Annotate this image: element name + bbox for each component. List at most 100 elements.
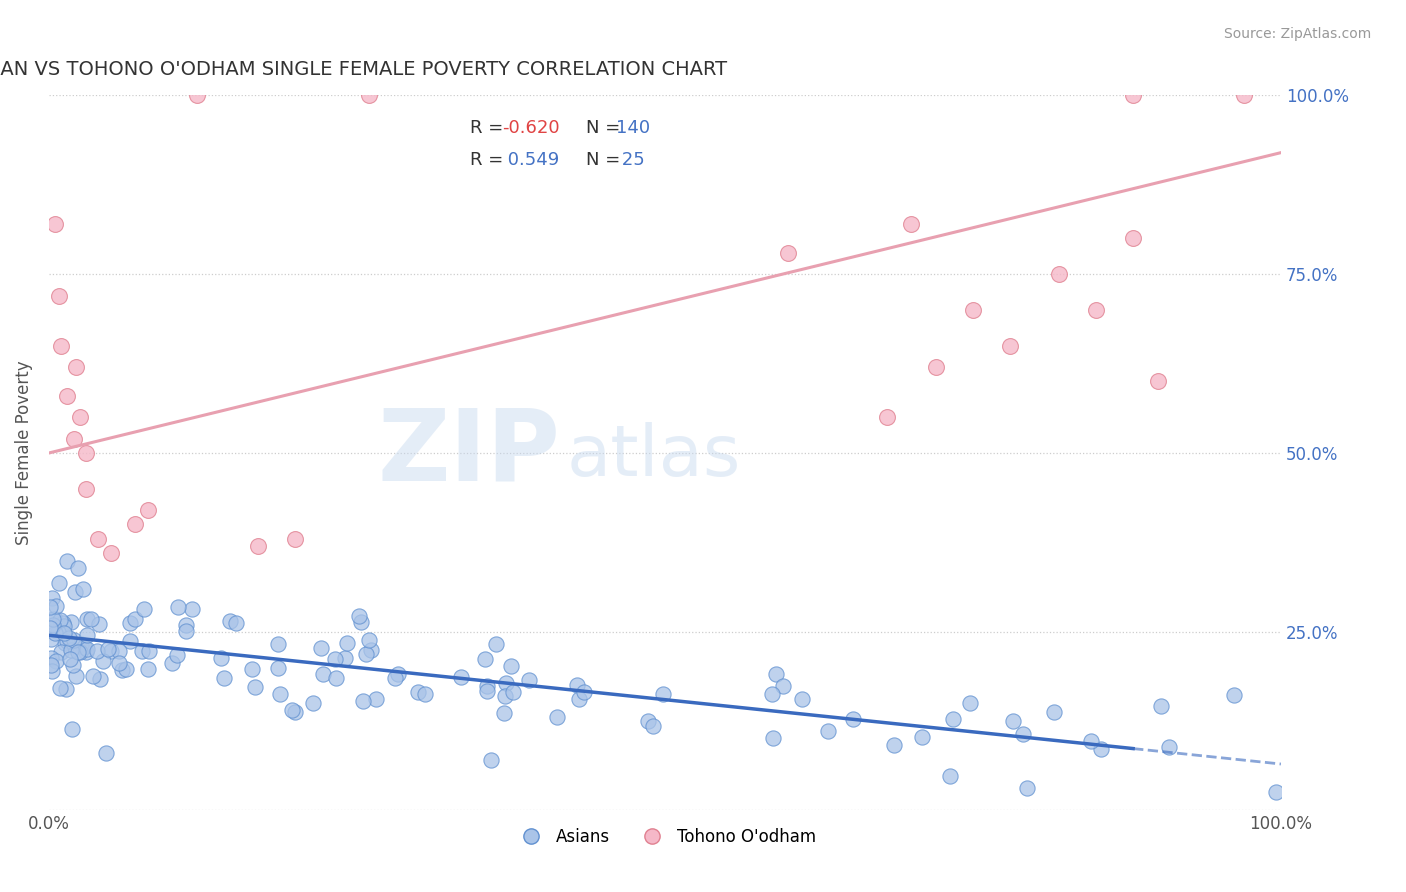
Point [176,618,198,632]
Point [41,632,63,646]
Point [76,642,98,657]
Point [138,644,160,658]
Text: -0.620: -0.620 [502,119,560,136]
Point [136,662,159,676]
Point [49,645,72,659]
Point [269,687,291,701]
Point [284,705,307,719]
Point [364,691,387,706]
Point [485,637,508,651]
Point [266,661,288,675]
Point [108,643,131,657]
Y-axis label: Single Female Poverty: Single Female Poverty [15,360,32,545]
Point [41,665,63,679]
Point [778,245,800,260]
Point [53,626,76,640]
Point [1157,740,1180,755]
Point [120,615,142,630]
Text: ZIP: ZIP [377,404,560,501]
Point [1150,699,1173,714]
Point [69,410,91,425]
Point [360,643,382,657]
Point [69,645,91,659]
Point [312,667,335,681]
Point [479,754,502,768]
Point [58,632,80,646]
Point [160,657,183,671]
Point [66,561,89,575]
Point [89,617,111,632]
Point [352,694,374,708]
Point [1122,231,1144,245]
Point [998,339,1021,353]
Point [842,712,865,726]
Point [546,710,568,724]
Point [56,389,79,403]
Point [876,410,898,425]
Point [82,669,104,683]
Point [97,641,120,656]
Point [336,636,359,650]
Point [124,612,146,626]
Point [48,575,70,590]
Point [52,615,75,630]
Point [384,671,406,685]
Point [75,645,97,659]
Point [65,360,87,375]
Point [1222,689,1244,703]
Point [53,636,76,650]
Point [39,621,62,635]
Point [46,625,69,640]
Point [1047,267,1070,281]
Point [132,602,155,616]
Point [214,671,236,685]
Point [42,612,65,626]
Legend: Asians, Tohono O'odham: Asians, Tohono O'odham [508,821,823,852]
Point [347,609,370,624]
Point [136,503,159,517]
Point [75,482,97,496]
Point [568,692,591,706]
Point [49,613,72,627]
Point [883,738,905,752]
Text: ASIAN VS TOHONO O'ODHAM SINGLE FEMALE POVERTY CORRELATION CHART: ASIAN VS TOHONO O'ODHAM SINGLE FEMALE PO… [0,60,727,78]
Point [62,658,84,673]
Text: R =: R = [471,119,509,136]
Point [45,599,67,614]
Point [131,644,153,658]
Text: 0.549: 0.549 [502,151,560,169]
Point [44,626,66,640]
Point [87,532,110,546]
Point [962,302,984,317]
Point [938,769,960,783]
Point [67,645,90,659]
Point [1233,88,1256,103]
Point [209,651,232,665]
Point [62,432,84,446]
Point [762,731,785,746]
Point [641,719,664,733]
Point [60,615,83,629]
Point [494,690,516,704]
Point [765,666,787,681]
Point [73,640,96,655]
Point [89,672,111,686]
Point [413,687,436,701]
Point [69,637,91,651]
Point [1265,785,1288,799]
Point [356,647,378,661]
Point [219,615,242,629]
Point [55,682,77,697]
Point [174,624,197,638]
Point [1017,781,1039,796]
Point [1012,727,1035,741]
Point [406,684,429,698]
Point [450,670,472,684]
Point [245,681,267,695]
Point [474,652,496,666]
Point [637,714,659,728]
Point [925,360,948,375]
Point [94,746,117,760]
Text: 25: 25 [616,151,644,169]
Point [51,339,73,353]
